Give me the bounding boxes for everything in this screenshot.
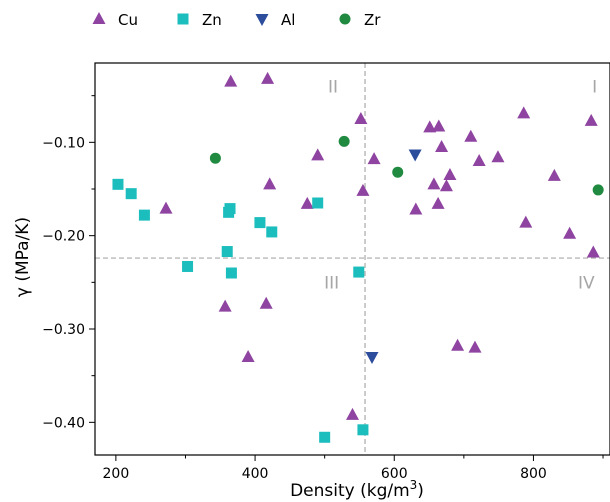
data-point-cu [431, 196, 445, 209]
data-point-cu [432, 119, 446, 132]
data-point-cu [159, 201, 173, 214]
data-point-cu [311, 148, 325, 161]
quadrant-label: IV [578, 273, 595, 293]
data-point-zn [224, 203, 236, 215]
y-tick-label: −0.20 [42, 229, 85, 245]
y-axis-label: γ (MPa/K) [13, 217, 33, 297]
data-point-zn [225, 267, 237, 279]
data-point-cu [517, 106, 531, 119]
plot-frame [94, 62, 610, 456]
legend-marker-al [255, 14, 269, 26]
x-tick-label: 200 [103, 466, 130, 482]
data-point-cu [519, 215, 533, 228]
legend-marker-cu [92, 12, 106, 24]
y-tick-label: −0.40 [42, 415, 85, 431]
data-point-al [365, 352, 379, 364]
data-point-cu [346, 407, 359, 420]
legend-label-al: Al [281, 11, 295, 29]
data-point-zn [319, 431, 331, 443]
y-tick-label: −0.30 [42, 322, 85, 338]
data-point-cu [468, 340, 482, 353]
data-point-zn [125, 188, 137, 200]
x-axis-label: Density (kg/m3) [290, 478, 424, 501]
legend-label-zn: Zn [202, 11, 222, 29]
data-point-cu [409, 202, 423, 215]
data-point-zn [112, 178, 124, 190]
data-point-cu [224, 74, 238, 87]
data-point-cu [356, 183, 370, 196]
x-tick-label: 400 [242, 466, 269, 482]
data-point-cu [241, 350, 255, 362]
data-point-cu [443, 168, 457, 180]
data-point-cu [439, 179, 453, 192]
data-point-zr [592, 184, 604, 196]
data-point-cu [491, 150, 505, 163]
data-point-zn [254, 217, 266, 229]
quadrant-label: I [592, 77, 597, 97]
data-point-cu [586, 245, 600, 258]
legend-label-zr: Zr [364, 11, 381, 29]
data-point-cu [427, 177, 441, 190]
data-point-zr [338, 135, 350, 147]
data-point-cu [435, 140, 449, 152]
data-point-al [408, 149, 422, 162]
data-point-zn [357, 424, 369, 436]
quadrant-label: III [324, 273, 339, 293]
x-tick-label: 600 [381, 466, 408, 482]
quadrant-label: II [328, 77, 338, 97]
data-point-cu [464, 129, 478, 142]
data-point-zn [353, 266, 365, 278]
data-point-cu [584, 113, 598, 126]
legend: Cu Zn Al Zr [92, 11, 381, 29]
data-point-zr [392, 166, 404, 178]
data-point-cu [423, 120, 437, 133]
x-tick-label: 800 [520, 466, 547, 482]
data-point-zr [209, 152, 221, 164]
legend-label-cu: Cu [118, 11, 138, 29]
data-point-cu [218, 299, 232, 312]
data-point-cu [367, 152, 381, 165]
data-point-zn [266, 226, 278, 238]
legend-marker-zr [339, 13, 351, 25]
data-point-cu [354, 112, 368, 124]
data-point-cu [451, 338, 465, 351]
data-point-zn [312, 197, 324, 209]
y-tick-label: −0.10 [42, 135, 85, 151]
data-point-cu [547, 168, 561, 181]
data-point-zn [138, 209, 150, 221]
data-point-cu [261, 71, 275, 84]
legend-marker-zn [177, 13, 189, 25]
data-point-zn [182, 260, 194, 272]
data-point-cu [263, 177, 277, 190]
data-point-zn [221, 246, 233, 258]
data-point-cu [563, 226, 577, 239]
data-point-cu [472, 154, 486, 166]
data-point-cu [300, 196, 314, 209]
data-point-cu [259, 296, 273, 309]
